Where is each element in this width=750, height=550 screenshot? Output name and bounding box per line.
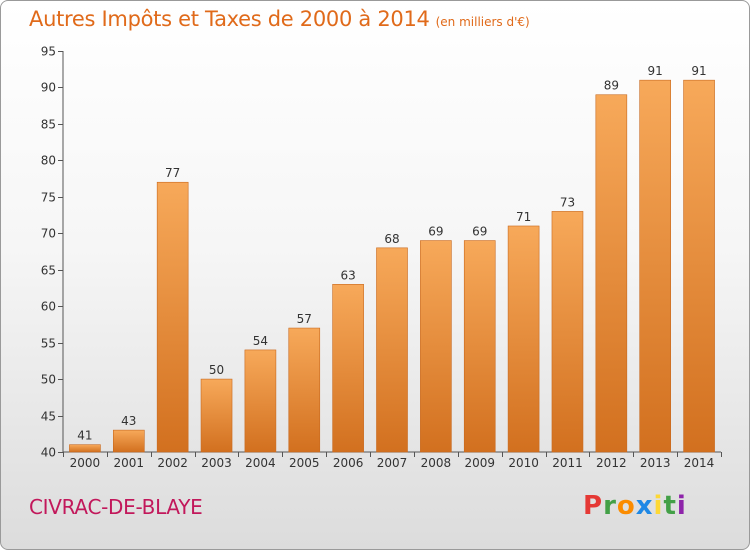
y-tick-label: 60 [41, 300, 56, 314]
brand-letter: t [663, 491, 677, 521]
bar-value-label: 54 [253, 334, 268, 348]
y-tick-label: 70 [41, 227, 56, 241]
y-tick-label: 80 [41, 154, 56, 168]
bar-value-label: 91 [648, 64, 663, 78]
x-tick-label: 2000 [70, 456, 101, 470]
bar [376, 247, 408, 453]
bar-value-label: 91 [691, 64, 706, 78]
x-tick-label: 2006 [333, 456, 364, 470]
bar-value-label: 73 [560, 195, 575, 209]
bar-value-label: 77 [165, 166, 180, 180]
brand-letter: i [653, 491, 664, 521]
bar [69, 444, 101, 453]
brand-letter: x [635, 491, 654, 521]
bar [463, 240, 496, 453]
x-tick-label: 2011 [552, 456, 583, 470]
bar [595, 94, 628, 453]
x-tick-label: 2007 [377, 456, 408, 470]
y-tick-label: 65 [41, 264, 56, 278]
brand-letter: r [603, 491, 617, 521]
bar [200, 378, 233, 453]
bar-value-label: 68 [384, 232, 399, 246]
y-tick-label: 40 [41, 446, 56, 460]
bar-value-label: 63 [340, 268, 355, 282]
y-tick-label: 75 [41, 191, 56, 205]
y-tick-label: 85 [41, 118, 56, 132]
y-tick-label: 95 [41, 45, 56, 59]
x-tick-label: 2003 [201, 456, 232, 470]
bar [551, 211, 584, 453]
chart-title: Autres Impôts et Taxes de 2000 à 2014 [29, 7, 430, 31]
brand-letter: i [676, 491, 687, 521]
bar [288, 327, 321, 453]
bar [113, 429, 145, 453]
y-tick-label: 90 [41, 81, 56, 95]
x-tick-label: 2009 [464, 456, 495, 470]
proxiti-logo: Proxiti [583, 491, 687, 521]
x-tick-label: 2012 [596, 456, 627, 470]
bar [244, 349, 277, 453]
bar [507, 225, 540, 453]
x-tick-label: 2004 [245, 456, 276, 470]
x-tick-label: 2008 [421, 456, 452, 470]
y-tick-label: 50 [41, 373, 56, 387]
brand-letter: P [583, 491, 604, 521]
bar-value-label: 69 [428, 225, 443, 239]
bar-value-label: 71 [516, 210, 531, 224]
x-tick-label: 2014 [684, 456, 715, 470]
bar-value-label: 41 [77, 429, 92, 443]
bar [156, 181, 189, 453]
bar [420, 240, 452, 453]
bar-value-label: 69 [472, 225, 487, 239]
x-tick-label: 2001 [114, 456, 145, 470]
commune-name: CIVRAC-DE-BLAYE [29, 495, 203, 519]
bar-value-label: 50 [209, 363, 224, 377]
brand-letter: o [616, 491, 636, 521]
bar-value-label: 57 [297, 312, 312, 326]
bar [683, 79, 715, 453]
bar-value-label: 43 [121, 414, 136, 428]
bar-value-label: 89 [604, 79, 619, 93]
bar [639, 79, 672, 453]
title-row: Autres Impôts et Taxes de 2000 à 2014 (en… [29, 7, 530, 31]
x-tick-label: 2002 [157, 456, 188, 470]
y-tick-label: 55 [41, 337, 56, 351]
x-tick-label: 2013 [640, 456, 671, 470]
x-tick-label: 2010 [508, 456, 539, 470]
bar [332, 284, 364, 453]
y-tick-label: 45 [41, 410, 56, 424]
chart-subtitle: (en milliers d'€) [435, 15, 530, 29]
x-tick-label: 2005 [289, 456, 320, 470]
